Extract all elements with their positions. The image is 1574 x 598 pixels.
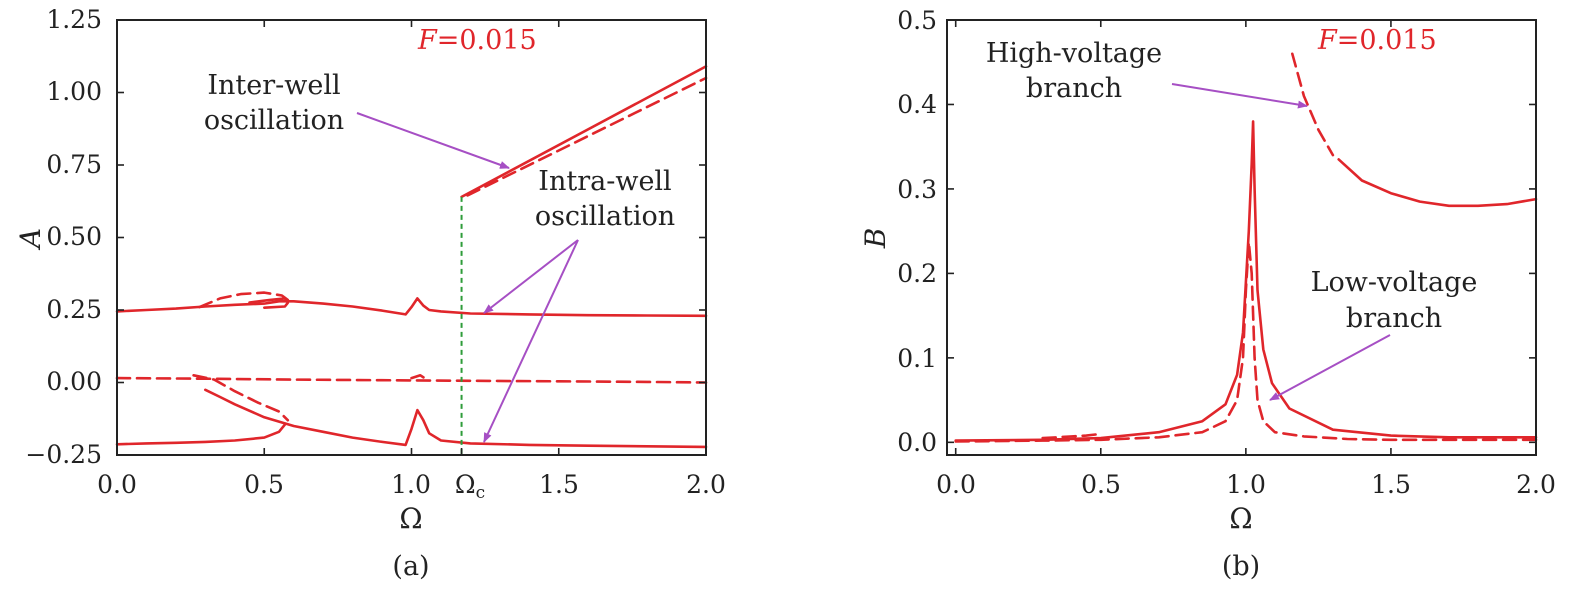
high-voltage-label-line2: branch — [1026, 73, 1122, 104]
panel-a-ytick-label-0: −0.25 — [25, 440, 102, 469]
panel-a-xtick-label-5: 2.0 — [686, 470, 726, 499]
panel-b-ytick-label-5: 0.5 — [897, 6, 937, 35]
high-voltage-label-line1: High-voltage — [986, 38, 1162, 69]
intra-well-arrow-lower — [483, 239, 579, 443]
panel-b-ytick-label-1: 0.1 — [897, 344, 937, 373]
panel-a-ticks — [116, 19, 707, 456]
low-voltage-arrow — [1269, 334, 1391, 401]
panel-b-xtick-label-0: 0.0 — [936, 470, 976, 499]
omega-c-symbol: Ω — [455, 470, 476, 499]
panel-b-ytick-label-3: 0.3 — [897, 175, 937, 204]
panel-b-series-group — [954, 52, 1538, 443]
panel-a-ytick-label-6: 1.25 — [46, 5, 102, 34]
panel-a-series-group — [115, 65, 708, 449]
intra-well-label-line2: oscillation — [535, 201, 675, 232]
panel-a-series-7-dashed — [192, 373, 290, 422]
panel-a-xtick-label-0: 0.0 — [97, 470, 137, 499]
panel-a-xtick-label-2: 1.0 — [391, 470, 431, 499]
panel-a-series-2-solid — [248, 297, 290, 310]
intra-well-arrow-upper — [483, 239, 579, 314]
panel-b: 0.0 0.5 1.0 1.5 2.0 0.0 0.1 0.2 0.3 0.4 … — [859, 6, 1556, 582]
low-voltage-label-line2: branch — [1346, 303, 1442, 334]
panel-a-ytick-label-4: 0.75 — [46, 150, 102, 179]
inter-well-label-line2: oscillation — [204, 105, 344, 136]
panel-a-series-8-solid — [460, 65, 708, 199]
panel-b-series-2-dashed — [1041, 432, 1103, 440]
panel-a-force-value: =0.015 — [437, 25, 537, 56]
panel-b-xtick-label-1: 0.5 — [1081, 470, 1121, 499]
panel-b-force-value: =0.015 — [1337, 25, 1437, 56]
panel-b-xtick-label-4: 2.0 — [1516, 470, 1556, 499]
panel-a-series-6-solid — [204, 388, 708, 449]
panel-b-force-symbol: F — [1317, 25, 1338, 56]
panel-b-caption: (b) — [1222, 551, 1260, 582]
panel-b-frame — [946, 19, 1537, 456]
panel-a-xtick-label-4: 1.5 — [539, 470, 579, 499]
panel-b-series-3-dashed — [1291, 52, 1335, 157]
omega-c-subscript: c — [476, 483, 486, 503]
panel-b-force-label: F=0.015 — [1317, 25, 1437, 56]
panel-a-series-4-dashed — [410, 373, 431, 383]
intra-well-label-line1: Intra-well — [538, 166, 671, 197]
panel-a-x-axis-label: Ω — [399, 502, 422, 535]
panel-a-ytick-label-5: 1.00 — [46, 77, 102, 106]
inter-well-arrow — [356, 112, 510, 169]
panel-b-series-1-dashed — [954, 240, 1538, 443]
panel-a-ytick-label-1: 0.00 — [46, 367, 102, 396]
panel-a-series-5-solid — [115, 423, 287, 446]
high-voltage-arrow — [1171, 83, 1308, 109]
panel-a-caption: (a) — [392, 551, 429, 582]
panel-b-xtick-label-3: 1.5 — [1371, 470, 1411, 499]
panel-a-series-3-dashed — [115, 376, 708, 384]
panel-b-series-4-solid — [1337, 158, 1538, 208]
panel-a-force-label: F=0.015 — [417, 25, 537, 56]
panel-a-force-symbol: F — [417, 25, 438, 56]
panel-b-ytick-label-0: 0.0 — [897, 428, 937, 457]
panel-b-ytick-label-4: 0.4 — [897, 90, 937, 119]
panel-a-series-0-solid — [115, 297, 708, 318]
panel-a-ytick-label-2: 0.25 — [46, 295, 102, 324]
panel-a-ytick-label-3: 0.50 — [46, 222, 102, 251]
panel-b-x-axis-label: Ω — [1229, 502, 1252, 535]
low-voltage-label-line1: Low-voltage — [1311, 267, 1478, 298]
panel-b-ytick-label-2: 0.2 — [897, 259, 937, 288]
panel-b-series-0-solid — [954, 120, 1538, 442]
panel-a-y-axis-label: A — [14, 228, 47, 251]
inter-well-label-line1: Inter-well — [207, 70, 340, 101]
panel-b-ticks — [947, 19, 1537, 455]
panel-a-xtick-label-1: 0.5 — [244, 470, 284, 499]
panel-b-xtick-label-2: 1.0 — [1226, 470, 1266, 499]
panel-a: 0.0 0.5 1.0 Ωc 1.5 2.0 −0.25 0.00 0.25 0… — [14, 5, 726, 582]
panel-a-series-1-dashed — [198, 291, 290, 309]
panel-a-xtick-label-omega-c: Ωc — [455, 470, 485, 503]
panel-a-series-9-dashed — [466, 76, 708, 197]
panel-b-y-axis-label: B — [859, 228, 892, 250]
